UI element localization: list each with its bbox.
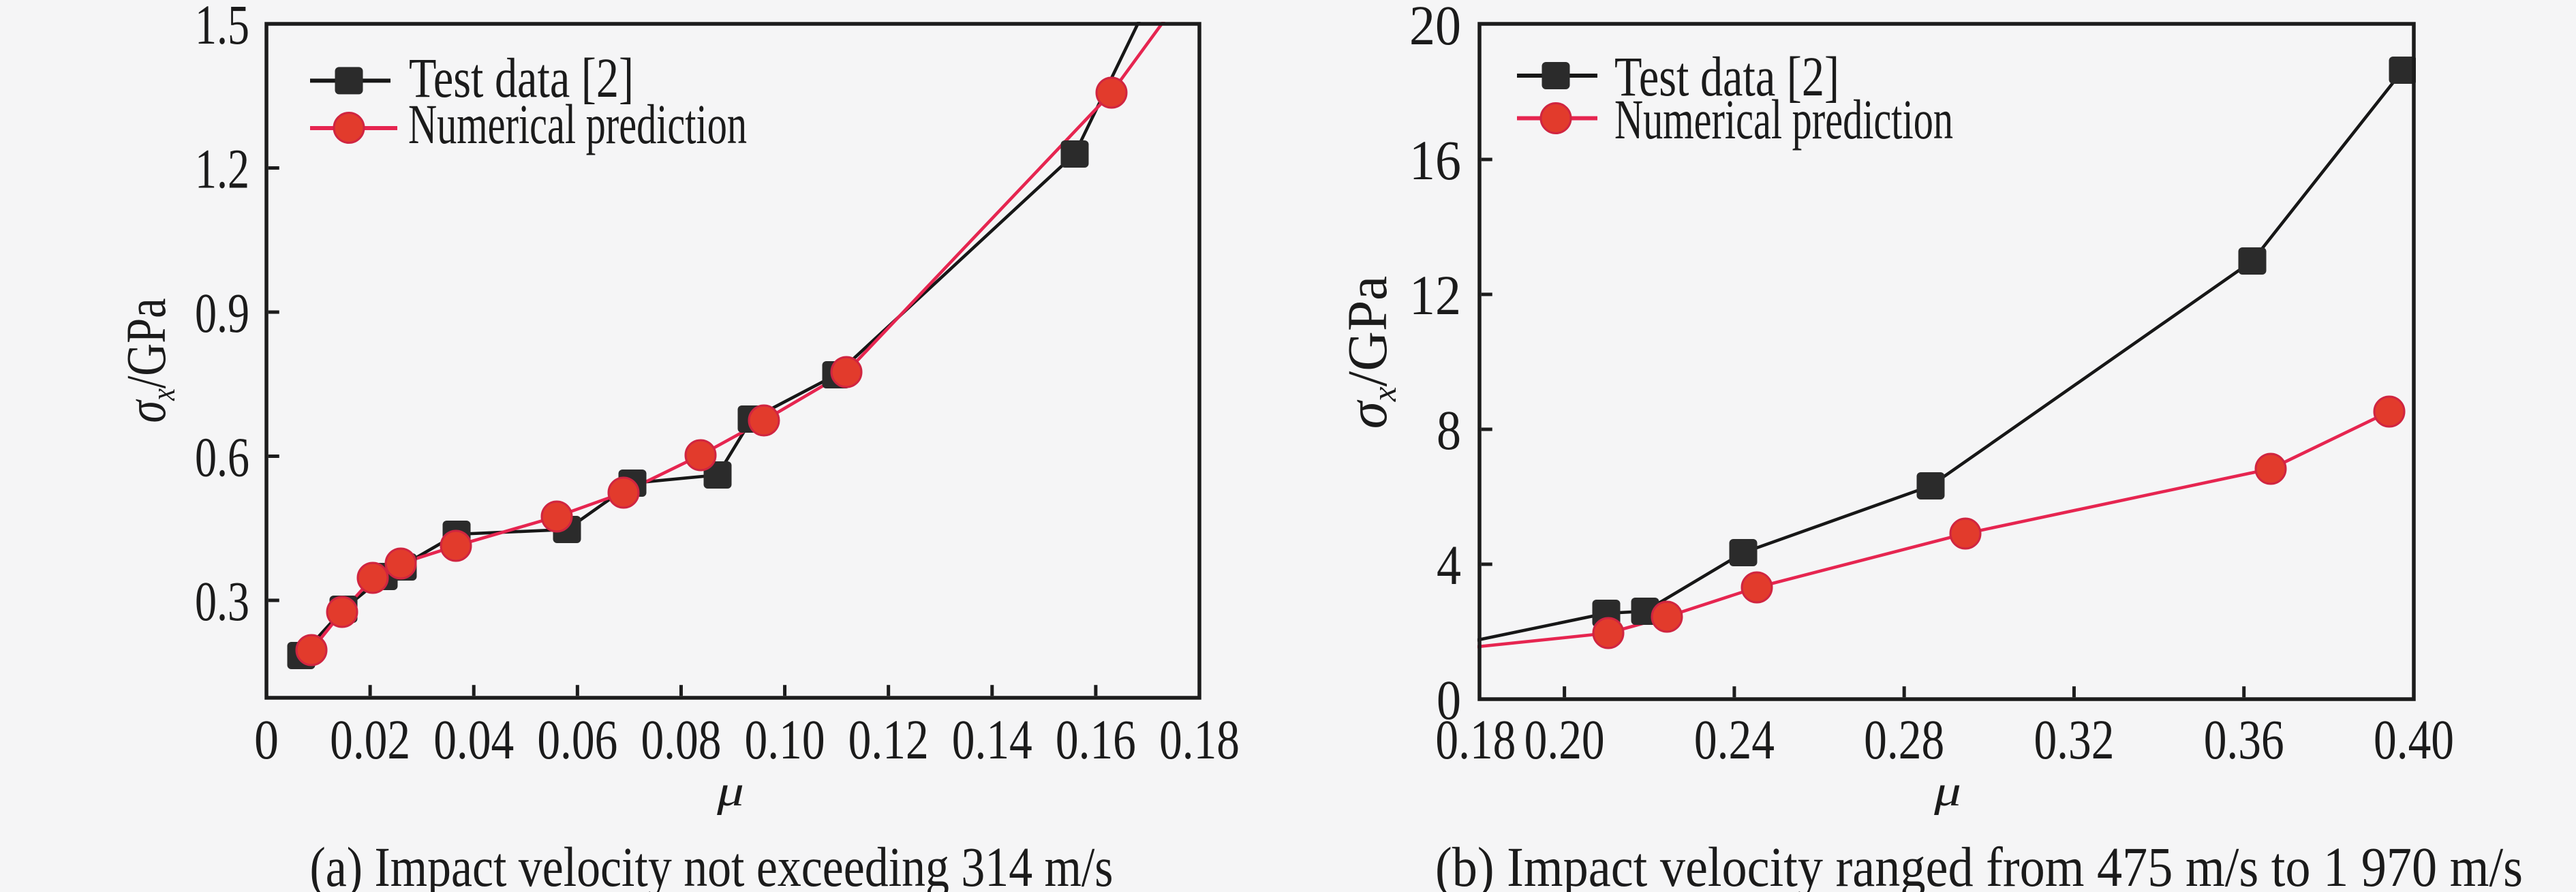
svg-text:20: 20: [1409, 0, 1461, 57]
svg-text:0.10: 0.10: [745, 708, 825, 771]
svg-text:0.24: 0.24: [1694, 708, 1775, 771]
svg-text:12: 12: [1409, 264, 1461, 326]
svg-text:4: 4: [1437, 534, 1461, 596]
svg-text:σx/GPa: σx/GPa: [115, 298, 182, 422]
svg-text:0.02: 0.02: [330, 708, 410, 771]
svg-text:μ: μ: [1933, 766, 1961, 816]
svg-text:σx/GPa: σx/GPa: [1336, 276, 1403, 429]
svg-text:(b) Impact velocity ranged fro: (b) Impact velocity ranged from 475 m/s …: [1435, 835, 2523, 892]
svg-text:0.9: 0.9: [195, 281, 249, 344]
svg-text:1.5: 1.5: [195, 0, 249, 56]
svg-text:Numerical prediction: Numerical prediction: [408, 93, 747, 155]
svg-text:0.16: 0.16: [1056, 708, 1136, 771]
svg-text:Test data [2]: Test data [2]: [409, 46, 634, 109]
svg-text:μ: μ: [716, 766, 744, 816]
svg-text:8: 8: [1437, 399, 1461, 461]
svg-text:0.06: 0.06: [537, 708, 617, 771]
svg-text:0.14: 0.14: [952, 708, 1032, 771]
svg-text:0: 0: [1437, 668, 1461, 731]
svg-text:0.36: 0.36: [2204, 708, 2284, 771]
svg-text:Numerical prediction: Numerical prediction: [1614, 88, 1953, 151]
svg-text:0.18: 0.18: [1435, 708, 1516, 771]
svg-text:0.04: 0.04: [433, 708, 514, 771]
svg-text:0.08: 0.08: [641, 708, 721, 771]
svg-text:Test data [2]: Test data [2]: [1614, 45, 1839, 108]
svg-text:0.18: 0.18: [1159, 708, 1240, 771]
svg-text:0.32: 0.32: [2034, 708, 2114, 771]
svg-text:1.2: 1.2: [195, 138, 249, 200]
svg-text:0.28: 0.28: [1864, 708, 1944, 771]
svg-text:16: 16: [1409, 129, 1461, 191]
svg-text:0.40: 0.40: [2374, 708, 2454, 771]
svg-text:(a) Impact velocity not exceed: (a) Impact velocity not exceeding 314 m/…: [310, 835, 1114, 892]
svg-text:0: 0: [254, 708, 279, 771]
svg-text:0.3: 0.3: [195, 570, 249, 632]
svg-text:0.6: 0.6: [195, 426, 249, 489]
svg-text:0.12: 0.12: [848, 708, 929, 771]
svg-text:0.20: 0.20: [1524, 708, 1605, 771]
